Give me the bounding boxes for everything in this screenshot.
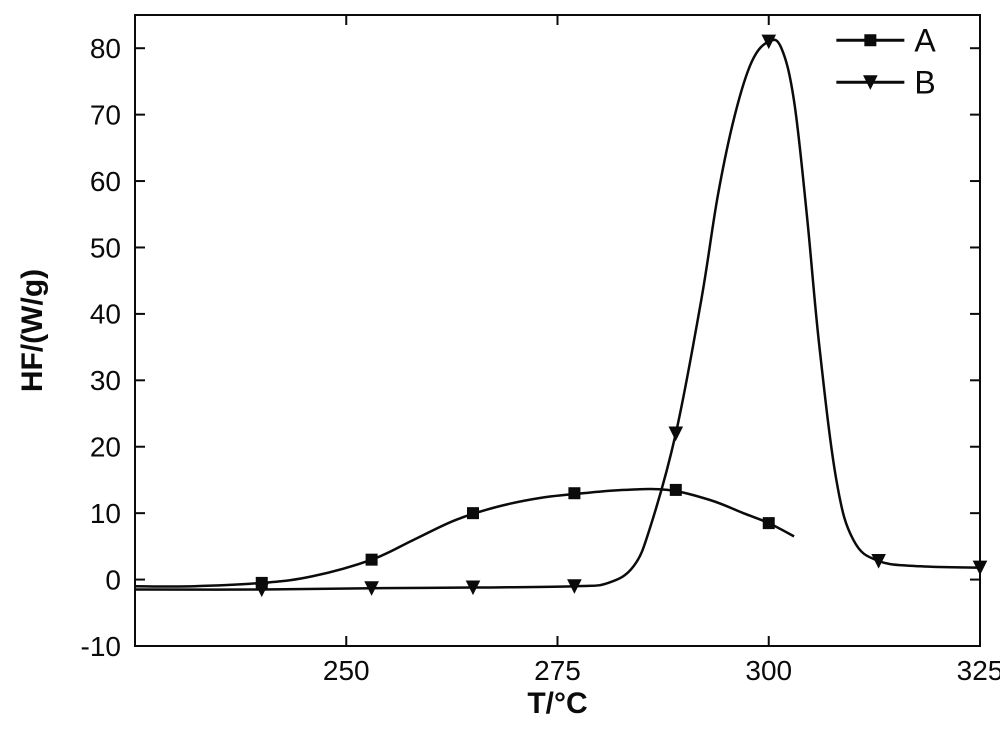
- series-A: [135, 484, 794, 588]
- series-A-marker: [670, 484, 681, 495]
- y-tick-label: 60: [90, 166, 121, 197]
- x-tick-label: 325: [957, 655, 1000, 686]
- series-A-marker: [468, 508, 479, 519]
- series-B-marker: [669, 427, 682, 440]
- legend-label: A: [914, 22, 936, 58]
- y-tick-label: 70: [90, 99, 121, 130]
- y-tick-label: 10: [90, 498, 121, 529]
- y-tick-label: 40: [90, 299, 121, 330]
- x-axis-title: T/°C: [527, 687, 587, 720]
- x-tick-label: 300: [745, 655, 792, 686]
- y-tick-label: 20: [90, 432, 121, 463]
- y-axis-title: HF/(W/g): [16, 269, 49, 392]
- line-chart: 250 275 300 325 -10 0 10 20 30 40 50 60 70 80 T/°C HF/(…: [0, 0, 1000, 731]
- x-tick-label: 250: [323, 655, 370, 686]
- series-A-line: [135, 489, 794, 587]
- y-tick-label: 30: [90, 365, 121, 396]
- series-A-marker: [366, 554, 377, 565]
- y-tick-label: 80: [90, 33, 121, 64]
- series-A-marker: [763, 518, 774, 529]
- legend-marker: [865, 35, 876, 46]
- series-B-marker: [762, 35, 775, 48]
- series-B-line: [135, 40, 980, 590]
- x-tick-label: 275: [534, 655, 581, 686]
- series-A-marker: [569, 488, 580, 499]
- y-tick-label: 0: [105, 564, 121, 595]
- series-B: [135, 35, 987, 596]
- y-tick-label: 50: [90, 232, 121, 263]
- plot-frame: [135, 15, 980, 646]
- legend: AB: [836, 22, 936, 100]
- chart-container: 250 275 300 325 -10 0 10 20 30 40 50 60 70 80 T/°C HF/(…: [0, 0, 1000, 731]
- y-tick-label: -10: [81, 631, 121, 662]
- legend-label: B: [914, 64, 935, 100]
- series-B-marker: [872, 554, 885, 567]
